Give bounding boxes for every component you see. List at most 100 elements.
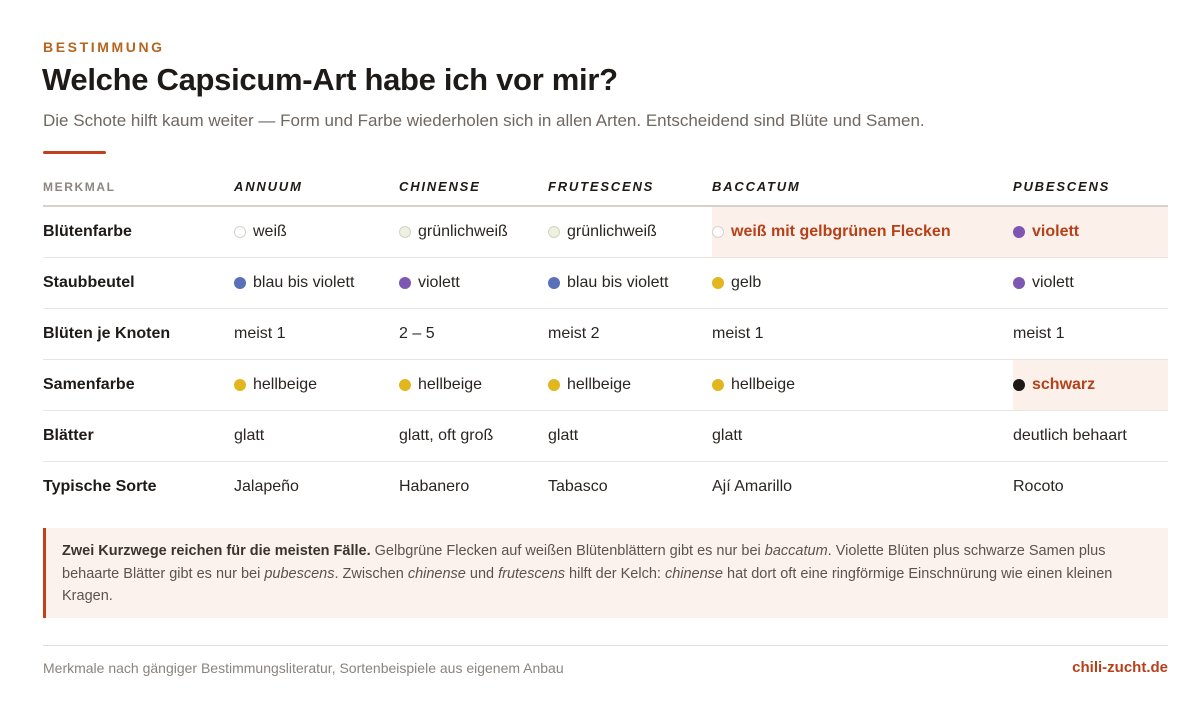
color-swatch-dot	[234, 226, 246, 238]
callout-lead: Zwei Kurzwege reichen für die meisten Fä…	[62, 543, 371, 559]
footer-divider	[43, 645, 1168, 646]
cell-value: meist 2	[548, 325, 600, 342]
cell-baccatum: glatt	[712, 410, 1013, 462]
callout-species-term: chinense	[407, 565, 466, 582]
color-swatch-dot	[234, 277, 246, 289]
column-header-pubescens: PUBESCENS	[1013, 168, 1168, 207]
cell-value: blau bis violett	[567, 274, 669, 291]
table-body: Blütenfarbe weiß grünlichweiß grünlichweiß w…	[43, 206, 1168, 512]
cell-value: violett	[1032, 274, 1074, 291]
cell-value: Rocoto	[1013, 478, 1064, 495]
callout-species-term: baccatum	[764, 543, 828, 559]
cell-value: schwarz	[1032, 376, 1096, 393]
row-label: Blätter	[43, 410, 234, 462]
cell-value: weiß	[253, 223, 287, 240]
color-swatch-dot	[712, 277, 724, 289]
cell-chinense: Habanero	[399, 462, 548, 513]
cell-value: meist 1	[712, 325, 764, 342]
cell-value: Tabasco	[548, 478, 608, 495]
color-swatch-dot	[548, 277, 560, 289]
table-row: Blätter glatt glatt, oft groß glatt glatt deu…	[43, 410, 1168, 462]
table-row: Staubbeutel blau bis violett violett blau b…	[43, 257, 1168, 309]
cell-value: grünlichweiß	[567, 223, 657, 240]
cell-chinense: hellbeige	[399, 359, 548, 411]
callout-species-term: frutescens	[498, 565, 566, 582]
cell-value: blau bis violett	[253, 274, 355, 291]
cell-annuum: glatt	[234, 410, 399, 462]
cell-chinense: 2 – 5	[399, 308, 548, 360]
cell-value: glatt	[712, 427, 743, 444]
cell-value: glatt, oft groß	[399, 427, 494, 444]
comparison-table: MERKMAL ANNUUM CHINENSE FRUTESCENS BACCA…	[43, 168, 1168, 512]
color-swatch-dot	[234, 379, 246, 391]
cell-annuum: hellbeige	[234, 359, 399, 411]
cell-frutescens: hellbeige	[548, 359, 712, 411]
callout-text: und	[465, 565, 499, 582]
callout-species-term: pubescens	[264, 565, 335, 582]
page-subtitle: Die Schote hilft kaum weiter — Form und …	[43, 111, 925, 130]
page-title: Welche Capsicum-Art habe ich vor mir?	[42, 62, 618, 97]
row-label: Blütenfarbe	[43, 206, 234, 258]
cell-pubescens: violett	[1013, 206, 1168, 258]
cell-baccatum: gelb	[712, 257, 1013, 309]
eyebrow-label: BESTIMMUNG	[43, 39, 165, 55]
cell-annuum: Jalapeño	[234, 462, 399, 513]
cell-value: 2 – 5	[399, 325, 435, 342]
cell-value: weiß mit gelbgrünen Flecken	[731, 223, 951, 240]
accent-divider	[43, 151, 106, 154]
color-swatch-dot	[712, 226, 724, 238]
cell-value: hellbeige	[731, 376, 796, 393]
column-header-annuum: ANNUUM	[234, 168, 399, 207]
cell-pubescens: schwarz	[1013, 359, 1168, 411]
color-swatch-dot	[1013, 379, 1025, 391]
cell-value: violett	[1032, 223, 1080, 240]
callout-text: hilft der Kelch:	[565, 565, 665, 582]
table-row: Typische Sorte Jalapeño Habanero Tabasco Ají…	[43, 462, 1168, 513]
cell-frutescens: grünlichweiß	[548, 206, 712, 258]
callout-text: . Zwischen	[334, 565, 408, 582]
cell-value: gelb	[731, 274, 762, 291]
table-header-row: MERKMAL ANNUUM CHINENSE FRUTESCENS BACCA…	[43, 168, 1168, 207]
cell-value: deutlich behaart	[1013, 427, 1127, 444]
cell-annuum: weiß	[234, 206, 399, 258]
cell-value: Jalapeño	[234, 478, 299, 495]
cell-value: violett	[418, 274, 460, 291]
cell-pubescens: deutlich behaart	[1013, 410, 1168, 462]
hint-callout: Zwei Kurzwege reichen für die meisten Fä…	[43, 528, 1168, 618]
color-swatch-dot	[399, 277, 411, 289]
cell-value: hellbeige	[253, 376, 318, 393]
row-label: Staubbeutel	[43, 257, 234, 309]
callout-text: hat dort oft eine ringförmige Einschnüru…	[62, 565, 1113, 605]
cell-pubescens: Rocoto	[1013, 462, 1168, 513]
cell-chinense: violett	[399, 257, 548, 309]
cell-baccatum: Ají Amarillo	[712, 462, 1013, 513]
cell-frutescens: glatt	[548, 410, 712, 462]
color-swatch-dot	[1013, 226, 1025, 238]
cell-annuum: meist 1	[234, 308, 399, 360]
column-header-frutescens: FRUTESCENS	[548, 168, 712, 207]
cell-chinense: grünlichweiß	[399, 206, 548, 258]
cell-value: glatt	[234, 427, 265, 444]
cell-value: hellbeige	[418, 376, 483, 393]
callout-body: Gelbgrüne Flecken auf weißen Blütenblätt…	[62, 543, 1112, 604]
column-header-baccatum: BACCATUM	[712, 168, 1013, 207]
color-swatch-dot	[712, 379, 724, 391]
cell-value: Habanero	[399, 478, 470, 495]
color-swatch-dot	[548, 379, 560, 391]
cell-frutescens: blau bis violett	[548, 257, 712, 309]
cell-value: meist 1	[1013, 325, 1065, 342]
footer-brand-link[interactable]: chili-zucht.de	[1072, 659, 1168, 676]
row-label: Samenfarbe	[43, 359, 234, 411]
color-swatch-dot	[548, 226, 560, 238]
column-header-chinense: CHINENSE	[399, 168, 548, 207]
row-label: Typische Sorte	[43, 478, 157, 495]
color-swatch-dot	[1013, 277, 1025, 289]
cell-value: glatt	[548, 427, 579, 444]
cell-value: meist 1	[234, 325, 286, 342]
cell-value: Ají Amarillo	[712, 478, 793, 495]
color-swatch-dot	[399, 379, 411, 391]
column-header-merkmal: MERKMAL	[43, 168, 234, 207]
cell-value: grünlichweiß	[418, 223, 508, 240]
cell-baccatum: hellbeige	[712, 359, 1013, 411]
